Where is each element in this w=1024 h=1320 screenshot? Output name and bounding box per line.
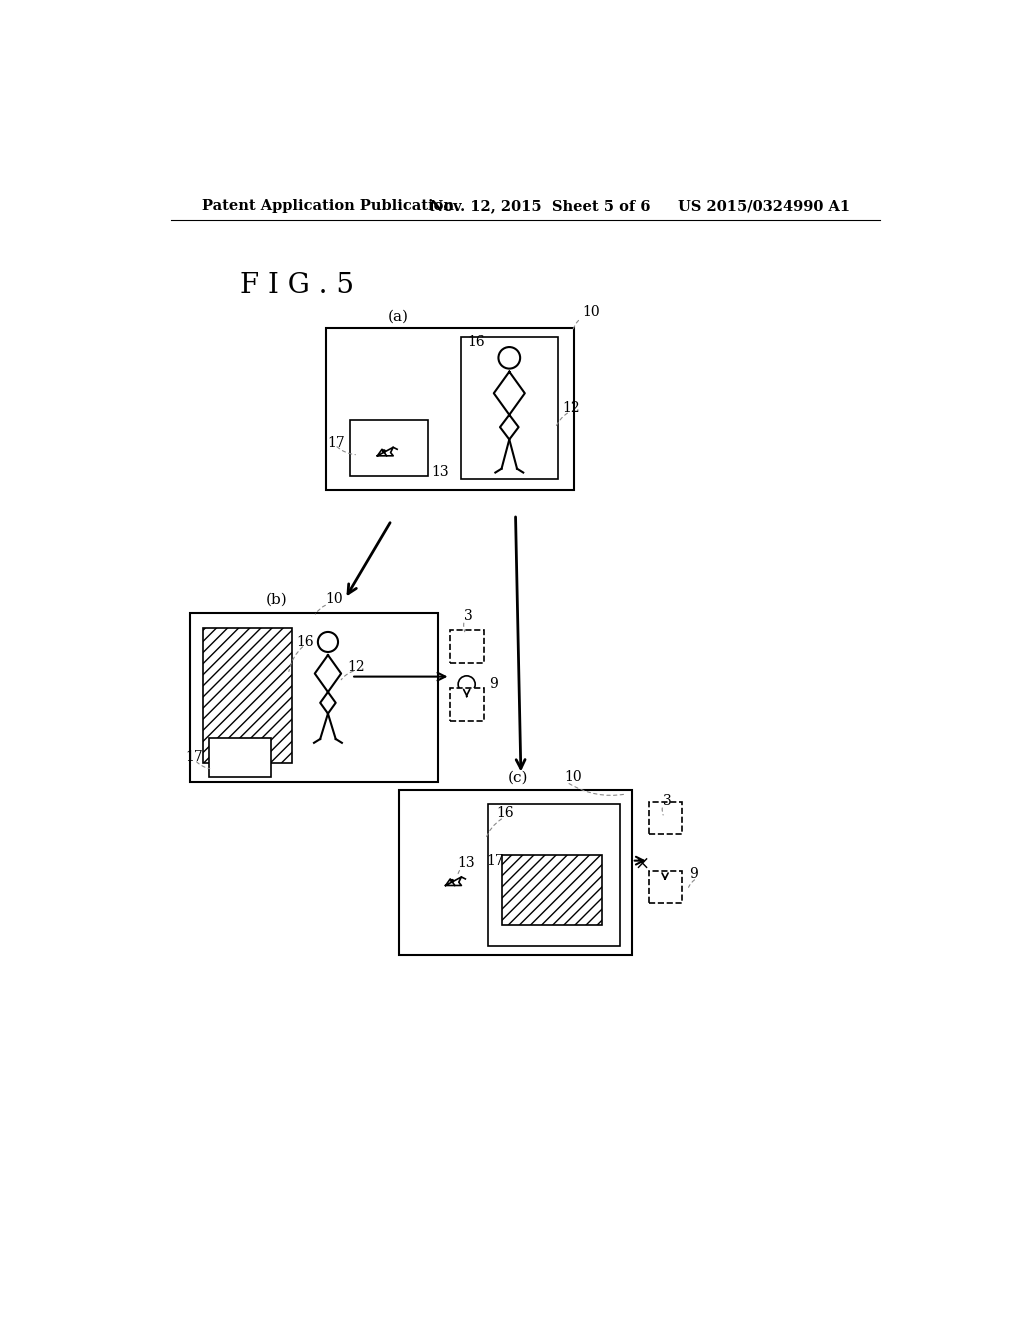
Bar xyxy=(502,855,602,924)
Text: (c): (c) xyxy=(508,771,528,784)
Text: Patent Application Publication: Patent Application Publication xyxy=(202,199,454,213)
Text: 16: 16 xyxy=(496,807,514,820)
Text: 13: 13 xyxy=(431,465,449,479)
Text: 16: 16 xyxy=(296,635,313,649)
Text: 16: 16 xyxy=(467,335,485,348)
Text: Nov. 12, 2015  Sheet 5 of 6: Nov. 12, 2015 Sheet 5 of 6 xyxy=(430,199,650,213)
Circle shape xyxy=(451,879,454,882)
Text: (a): (a) xyxy=(388,309,409,323)
Text: 9: 9 xyxy=(689,867,697,882)
Text: 12: 12 xyxy=(562,401,580,414)
Bar xyxy=(209,738,270,776)
Text: 10: 10 xyxy=(564,770,582,784)
Circle shape xyxy=(383,450,385,453)
Bar xyxy=(326,327,573,490)
Bar xyxy=(488,804,621,946)
Bar xyxy=(451,688,483,721)
Bar xyxy=(350,420,428,475)
Text: 3: 3 xyxy=(464,609,473,623)
Text: 17: 17 xyxy=(486,854,504,869)
Text: 9: 9 xyxy=(489,677,498,692)
Bar xyxy=(461,337,558,479)
Bar xyxy=(451,631,483,663)
Text: 17: 17 xyxy=(185,751,203,764)
Text: 3: 3 xyxy=(663,793,672,808)
Text: 10: 10 xyxy=(583,305,600,319)
Bar xyxy=(399,789,632,956)
Text: 13: 13 xyxy=(458,855,475,870)
Bar xyxy=(203,628,292,763)
Text: 17: 17 xyxy=(328,437,345,450)
Bar xyxy=(190,612,438,781)
Bar xyxy=(649,803,682,834)
Bar xyxy=(649,871,682,903)
Text: 10: 10 xyxy=(326,591,343,606)
Text: F I G . 5: F I G . 5 xyxy=(241,272,354,298)
Text: 12: 12 xyxy=(347,660,365,673)
Text: US 2015/0324990 A1: US 2015/0324990 A1 xyxy=(678,199,850,213)
Text: (b): (b) xyxy=(266,593,288,607)
Text: ×: × xyxy=(635,855,650,873)
